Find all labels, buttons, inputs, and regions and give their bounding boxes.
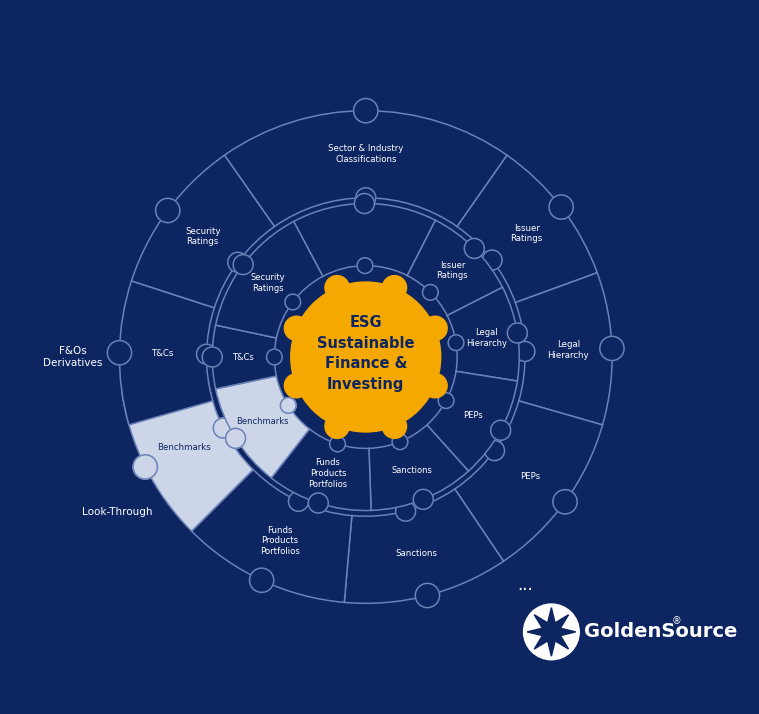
- Wedge shape: [131, 155, 275, 308]
- Text: Funds
Products
Portfolios: Funds Products Portfolios: [308, 458, 348, 488]
- Text: ®: ®: [672, 616, 681, 626]
- Wedge shape: [225, 111, 507, 226]
- Text: Funds
Products
Portfolios: Funds Products Portfolios: [260, 526, 300, 556]
- Text: Sanctions: Sanctions: [391, 466, 432, 475]
- Circle shape: [356, 188, 376, 208]
- Circle shape: [202, 347, 222, 367]
- Circle shape: [413, 489, 433, 509]
- Text: ESG
Sustainable
Finance &
Investing: ESG Sustainable Finance & Investing: [317, 316, 414, 391]
- Text: Security
Ratings: Security Ratings: [185, 226, 221, 246]
- Circle shape: [308, 493, 329, 513]
- Circle shape: [448, 335, 464, 351]
- Circle shape: [549, 195, 573, 219]
- Circle shape: [507, 323, 528, 343]
- Wedge shape: [515, 273, 612, 425]
- Circle shape: [465, 238, 484, 258]
- Circle shape: [156, 198, 180, 223]
- Circle shape: [325, 414, 349, 438]
- Text: GoldenSource: GoldenSource: [584, 623, 738, 641]
- Text: ...: ...: [518, 576, 534, 594]
- Circle shape: [482, 250, 502, 270]
- Circle shape: [392, 434, 408, 450]
- Circle shape: [415, 583, 439, 608]
- Wedge shape: [191, 470, 352, 603]
- Text: PEPs: PEPs: [520, 472, 540, 481]
- Circle shape: [553, 490, 577, 514]
- Circle shape: [250, 568, 274, 593]
- Circle shape: [423, 284, 438, 300]
- Circle shape: [225, 428, 246, 448]
- Circle shape: [423, 316, 447, 341]
- Wedge shape: [294, 203, 436, 276]
- Text: Sanctions: Sanctions: [395, 549, 437, 558]
- Circle shape: [524, 604, 579, 660]
- Circle shape: [291, 282, 441, 432]
- Wedge shape: [122, 379, 254, 531]
- Circle shape: [197, 344, 216, 364]
- Wedge shape: [271, 429, 371, 511]
- Circle shape: [484, 441, 505, 461]
- Text: Benchmarks: Benchmarks: [235, 418, 288, 426]
- Circle shape: [490, 421, 511, 441]
- Circle shape: [107, 341, 131, 365]
- Wedge shape: [216, 376, 310, 478]
- Text: PEPs: PEPs: [464, 411, 483, 420]
- Circle shape: [233, 255, 254, 275]
- Circle shape: [383, 276, 407, 300]
- Circle shape: [357, 258, 373, 273]
- Circle shape: [133, 455, 157, 479]
- Wedge shape: [369, 425, 468, 511]
- Wedge shape: [447, 287, 519, 381]
- Text: Look-Through: Look-Through: [82, 507, 153, 517]
- Circle shape: [228, 252, 247, 272]
- Circle shape: [329, 436, 345, 452]
- Circle shape: [280, 398, 296, 413]
- Wedge shape: [216, 221, 323, 338]
- Circle shape: [285, 373, 309, 398]
- Circle shape: [213, 418, 233, 438]
- Text: Issuer
Ratings: Issuer Ratings: [436, 261, 468, 281]
- Circle shape: [515, 341, 535, 361]
- Wedge shape: [119, 281, 214, 425]
- Circle shape: [395, 501, 416, 521]
- Circle shape: [600, 336, 624, 361]
- Circle shape: [438, 393, 454, 408]
- Circle shape: [285, 316, 309, 341]
- Wedge shape: [408, 220, 502, 316]
- Polygon shape: [527, 608, 575, 656]
- Circle shape: [383, 414, 407, 438]
- Circle shape: [325, 276, 349, 300]
- Text: Benchmarks: Benchmarks: [157, 443, 211, 452]
- Text: F&Os
Derivatives: F&Os Derivatives: [43, 346, 102, 368]
- Text: T&Cs: T&Cs: [152, 349, 175, 358]
- Text: Legal
Hierarchy: Legal Hierarchy: [466, 328, 507, 348]
- Wedge shape: [345, 489, 503, 603]
- Circle shape: [285, 294, 301, 310]
- Wedge shape: [427, 371, 518, 471]
- Text: Legal
Hierarchy: Legal Hierarchy: [547, 340, 589, 360]
- Text: Issuer
Ratings: Issuer Ratings: [511, 223, 543, 243]
- Circle shape: [354, 193, 374, 213]
- Wedge shape: [213, 325, 276, 389]
- Text: Sector & Industry
Classifications: Sector & Industry Classifications: [328, 144, 404, 164]
- Circle shape: [266, 349, 282, 365]
- Wedge shape: [455, 401, 603, 561]
- Text: T&Cs: T&Cs: [232, 353, 254, 361]
- Circle shape: [423, 373, 447, 398]
- Circle shape: [354, 99, 378, 123]
- Wedge shape: [457, 155, 597, 303]
- Text: Security
Ratings: Security Ratings: [250, 273, 285, 293]
- Circle shape: [288, 491, 308, 511]
